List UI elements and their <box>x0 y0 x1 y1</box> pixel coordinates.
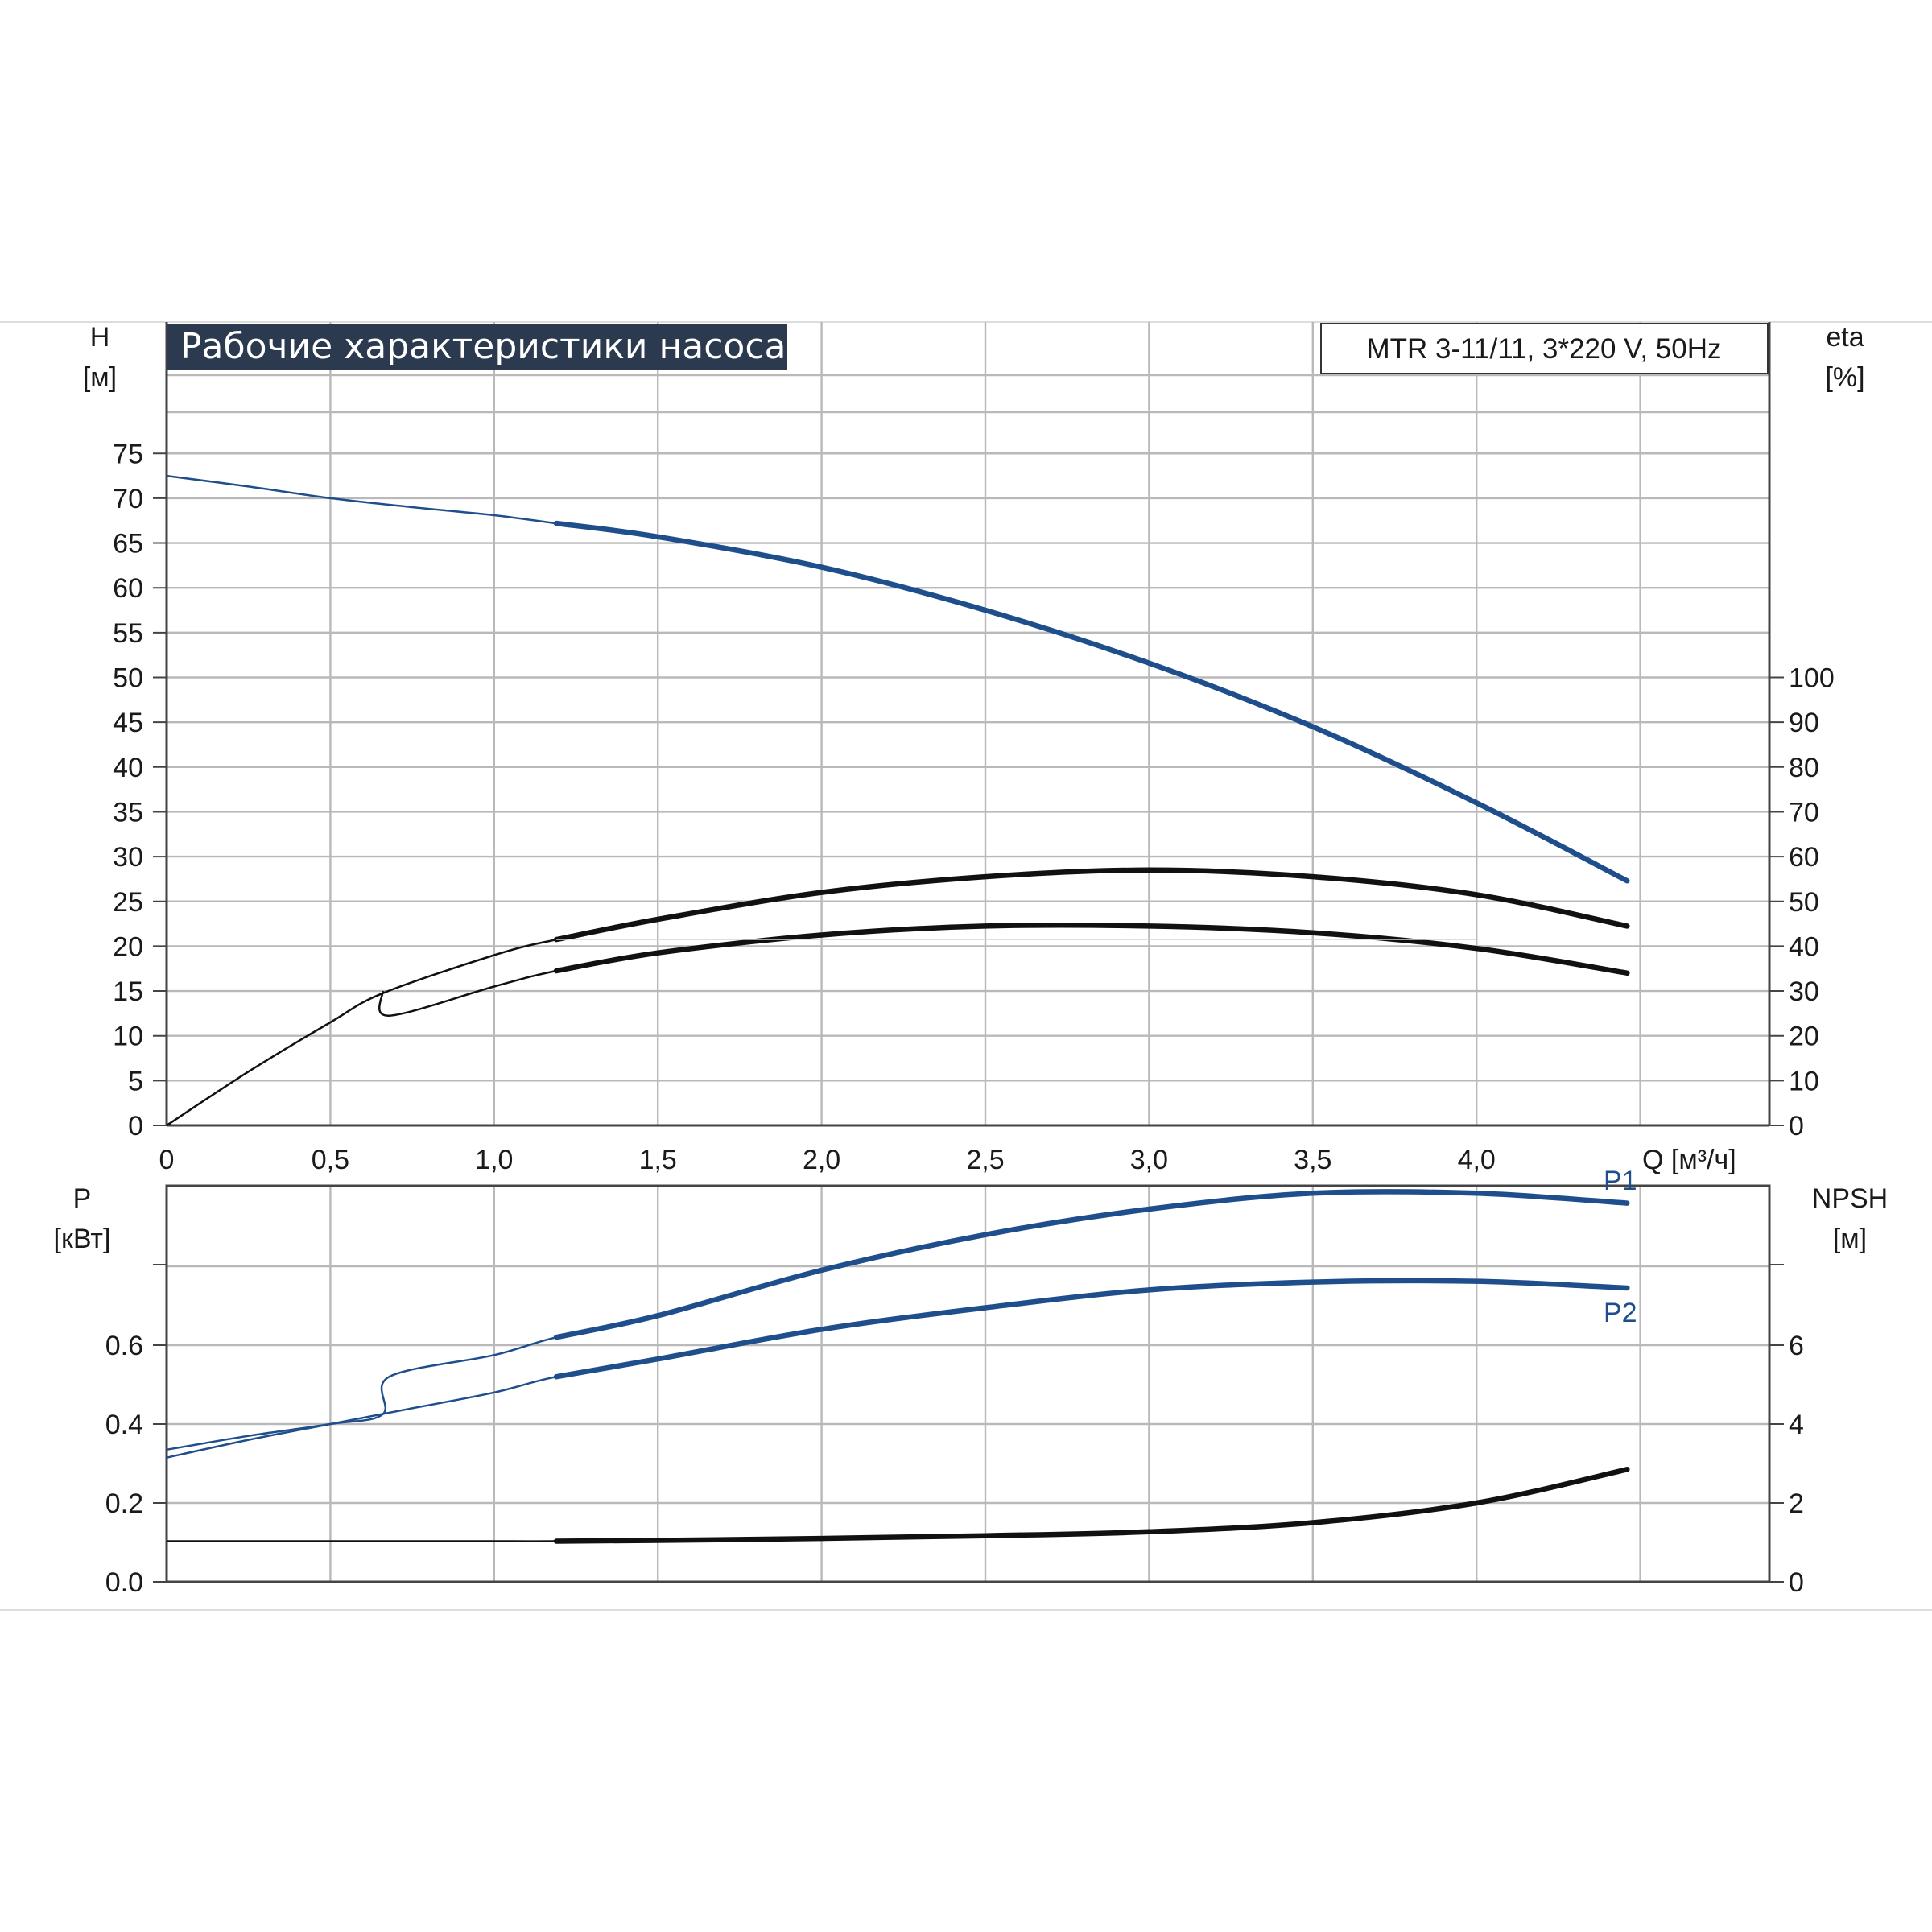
x-tick-label: 3,5 <box>1294 1145 1331 1175</box>
x-tick-label: 2,5 <box>966 1145 1004 1175</box>
power-axis-unit: [кВт] <box>54 1224 111 1254</box>
head-curve-duty <box>553 520 1630 884</box>
x-tick-label: 2,0 <box>803 1145 840 1175</box>
efficiency-tick-label: 80 <box>1789 753 1819 783</box>
power-tick-label: 0.0 <box>105 1567 143 1598</box>
head-tick-label: 70 <box>113 484 143 514</box>
head-tick-label: 5 <box>128 1066 143 1096</box>
x-tick-label: 1,0 <box>475 1145 513 1175</box>
head-tick-label: 20 <box>113 931 143 962</box>
head-tick-label: 40 <box>113 753 143 783</box>
efficiency-tick-label: 20 <box>1789 1022 1819 1052</box>
chart-title: Рабочие характеристики насоса <box>180 326 786 367</box>
head-tick-label: 25 <box>113 887 143 918</box>
chart-background <box>0 322 1932 1610</box>
npsh-tick-label: 4 <box>1789 1410 1804 1440</box>
npsh-curve-duty <box>553 1467 1630 1544</box>
top-plot-curves <box>166 474 1630 1127</box>
efficiency-axis-unit: [%] <box>1825 362 1864 393</box>
p1-curve-label: P1 <box>1604 1166 1637 1196</box>
top-plot-grid <box>165 322 1771 1127</box>
head-tick-label: 75 <box>113 439 143 469</box>
power-tick-label: 0.4 <box>105 1410 143 1440</box>
p2-curve-duty <box>553 1278 1630 1380</box>
head-tick-label: 15 <box>113 976 143 1007</box>
efficiency-tick-label: 10 <box>1789 1066 1819 1096</box>
axis-tick-labels: 0 0,5 1,0 1,5 2,0 2,5 3,0 3,5 4,0051015202530354… <box>105 439 1835 1598</box>
efficiency-tick-label: 30 <box>1789 976 1819 1007</box>
head-tick-label: 0 <box>128 1111 143 1141</box>
head-tick-label: 45 <box>113 708 143 738</box>
head-tick-label: 60 <box>113 573 143 604</box>
power-tick-label: 0.6 <box>105 1331 143 1361</box>
bottom-plot-frame <box>165 1184 1771 1583</box>
title-box <box>167 324 787 370</box>
efficiency-curve-upper-duty <box>553 867 1630 943</box>
efficiency-tick-label: 60 <box>1789 842 1819 873</box>
npsh-tick-label: 6 <box>1789 1331 1804 1361</box>
npsh-axis-unit: [м] <box>1833 1224 1867 1254</box>
head-tick-label: 30 <box>113 842 143 873</box>
p1-curve-duty <box>553 1189 1630 1340</box>
efficiency-tick-label: 100 <box>1789 663 1835 694</box>
x-tick-label: 3,0 <box>1130 1145 1168 1175</box>
x-tick-label: 0,5 <box>312 1145 349 1175</box>
head-axis-symbol: H <box>90 322 110 353</box>
efficiency-tick-label: 50 <box>1789 887 1819 918</box>
head-tick-label: 55 <box>113 618 143 649</box>
bottom-plot-grid <box>165 1184 1771 1583</box>
x-tick-label: 1,5 <box>639 1145 677 1175</box>
model-label-box <box>1320 323 1769 374</box>
efficiency-tick-label: 40 <box>1789 931 1819 962</box>
x-tick-label: 4,0 <box>1458 1145 1496 1175</box>
head-tick-label: 10 <box>113 1022 143 1052</box>
flow-axis-label: Q [м³/ч] <box>1642 1145 1736 1175</box>
npsh-axis-symbol: NPSH <box>1812 1183 1888 1214</box>
efficiency-axis-symbol: eta <box>1826 322 1864 353</box>
efficiency-curve-lower-duty <box>553 922 1630 976</box>
model-label: MTR 3-11/11, 3*220 V, 50Hz <box>1367 333 1722 365</box>
head-axis-unit: [м] <box>83 362 117 393</box>
head-tick-label: 35 <box>113 797 143 828</box>
p2-curve-label: P2 <box>1604 1298 1637 1328</box>
x-tick-label: 0 <box>159 1145 175 1175</box>
head-tick-label: 65 <box>113 529 143 559</box>
efficiency-tick-label: 90 <box>1789 708 1819 738</box>
efficiency-tick-label: 70 <box>1789 797 1819 828</box>
bottom-plot-curves <box>166 1189 1630 1544</box>
power-axis-symbol: P <box>73 1183 92 1214</box>
head-tick-label: 50 <box>113 663 143 694</box>
npsh-tick-label: 2 <box>1789 1488 1804 1519</box>
npsh-tick-label: 0 <box>1789 1567 1804 1598</box>
power-tick-label: 0.2 <box>105 1488 143 1519</box>
efficiency-tick-label: 0 <box>1789 1111 1804 1141</box>
